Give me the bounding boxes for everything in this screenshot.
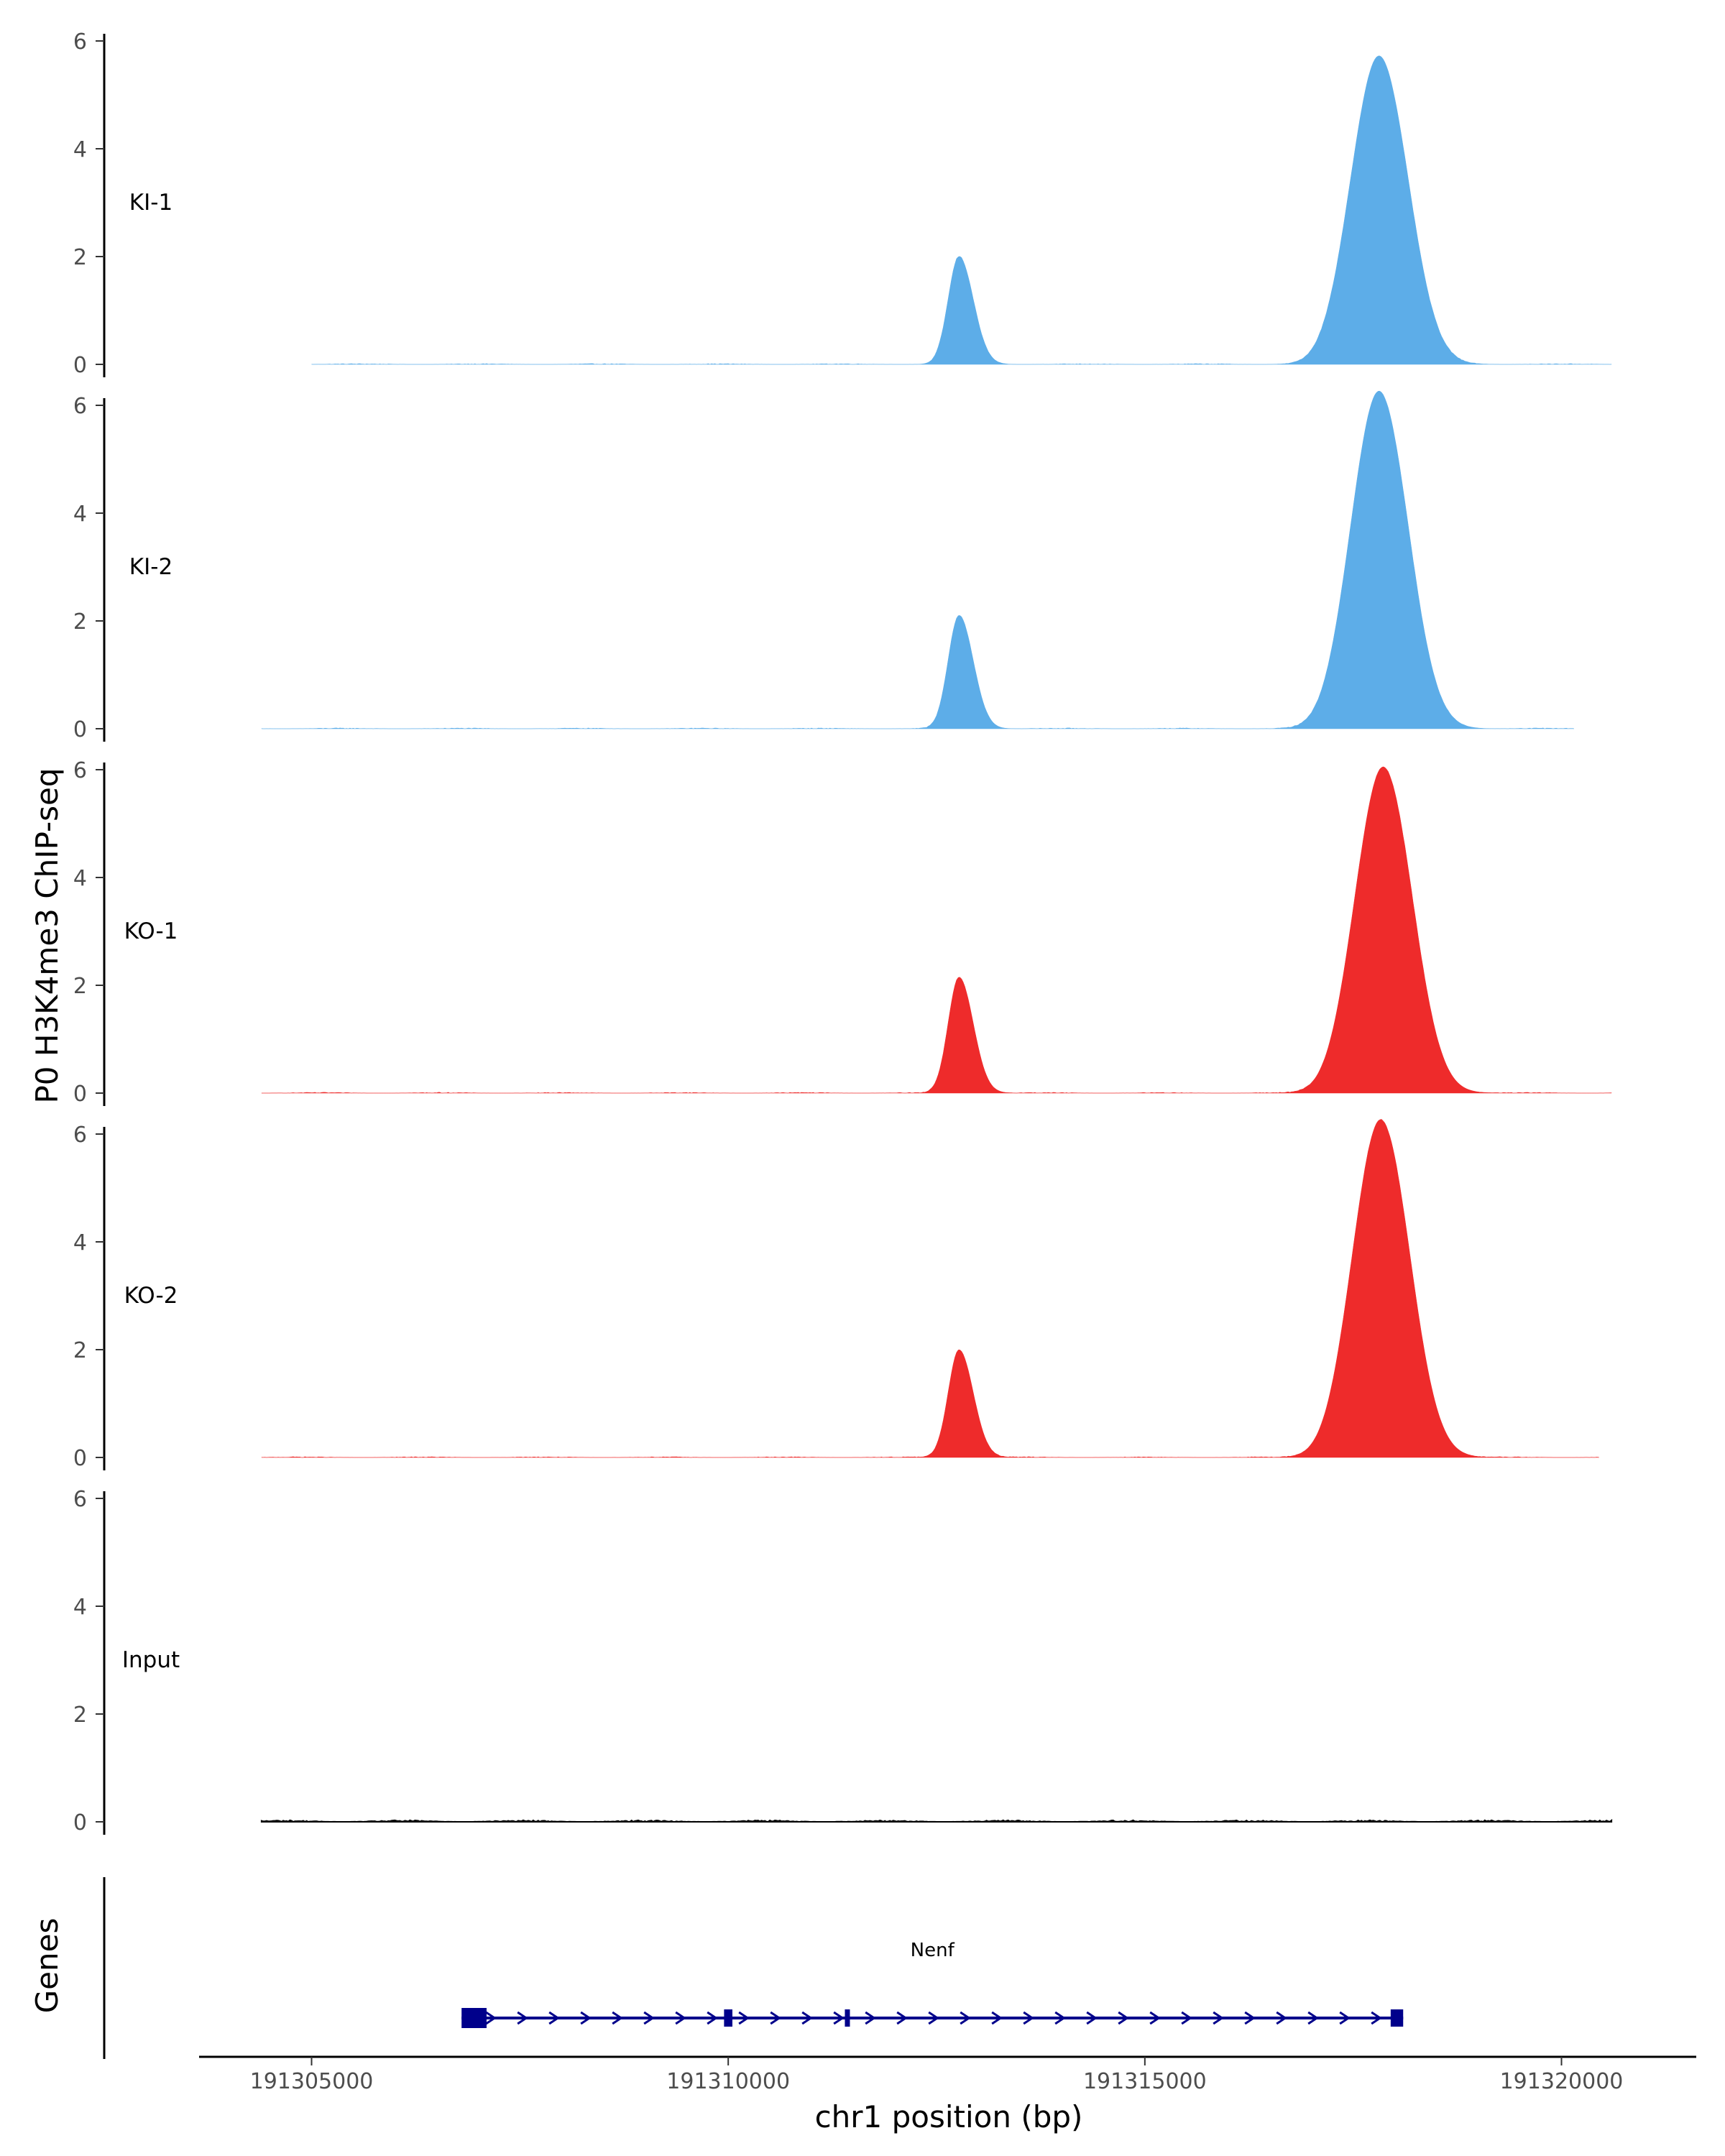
y-tick-label: 0 [73,1082,87,1107]
y-tick-label: 2 [73,1338,87,1363]
strand-arrow [738,2011,750,2025]
track-ko-1: 0 2 4 6 KO-1 [73,758,1612,1107]
strand-arrow [1307,2011,1319,2025]
y-tick-label: 2 [73,609,87,635]
track-label: KI-2 [129,554,172,580]
y-tick-label: 4 [73,1230,87,1256]
track-ki-2: 0 2 4 6 KI-2 [73,390,1574,742]
strand-arrow [865,2011,876,2025]
y-tick-label: 4 [73,137,87,162]
x-tick-label: 191320000 [1500,2069,1624,2094]
y-tick-label: 4 [73,866,87,891]
gene-name-label: Nenf [911,1940,955,1961]
strand-arrow [1086,2011,1098,2025]
genes-axis-title: Genes [29,1918,65,2014]
track-ki-1: 0 2 4 6 KI-1 [73,29,1612,378]
x-tick-label: 191315000 [1083,2069,1207,2094]
y-tick-label: 6 [73,1123,87,1148]
y-tick-label: 4 [73,502,87,527]
strand-arrow [1023,2011,1034,2025]
y-tick-label: 6 [73,758,87,783]
tracks: 0 2 4 6 KI-1 0 2 4 6 KI-2 0 2 4 6 KO-1 0 2 4 6 KO-2 0 2 4 6 Inpu… [73,29,1613,1835]
track-ko-2: 0 2 4 6 KO-2 [73,1119,1599,1471]
strand-arrow [675,2011,686,2025]
y-tick-label: 6 [73,1487,87,1512]
strand-arrow [485,2011,497,2025]
y-tick-label: 2 [73,245,87,270]
strand-arrow [1339,2011,1351,2025]
track-label: KO-1 [124,918,178,944]
signal-area-ki-1 [311,55,1612,365]
strand-arrow [1213,2011,1224,2025]
y-tick-label: 6 [73,394,87,419]
signal-area-input [260,1819,1613,1823]
strand-arrow [1371,2011,1382,2025]
strand-arrow [801,2011,813,2025]
y-tick-label: 0 [73,353,87,378]
signal-area-ko-1 [261,766,1612,1094]
exon [845,2009,850,2027]
strand-arrow [517,2011,528,2025]
y-tick-label: 0 [73,717,87,742]
gene-nenf: Nenf [461,1940,1404,2028]
signal-area-ki-2 [261,390,1574,729]
strand-arrow [643,2011,655,2025]
strand-arrow [1149,2011,1161,2025]
y-tick-label: 0 [73,1446,87,1471]
strand-arrow [991,2011,1003,2025]
track-input: 0 2 4 6 Input [73,1487,1613,1835]
track-label: KO-2 [124,1283,178,1309]
strand-arrow [1054,2011,1066,2025]
strand-arrow [707,2011,718,2025]
strand-arrow [928,2011,939,2025]
y-axis-title: P0 H3K4me3 ChIP-seq [29,768,65,1103]
y-tick-label: 0 [73,1810,87,1835]
x-axis-title: chr1 position (bp) [815,2099,1083,2134]
y-tick-label: 6 [73,29,87,55]
strand-arrow [770,2011,781,2025]
strand-arrow [960,2011,971,2025]
strand-arrow [1244,2011,1256,2025]
x-axis: 191305000 191310000 191315000 191320000 [199,2055,1696,2094]
strand-arrow [1276,2011,1287,2025]
y-tick-label: 2 [73,1703,87,1728]
strand-arrow [896,2011,908,2025]
track-label: Input [122,1647,180,1673]
x-tick-label: 191310000 [666,2069,790,2094]
signal-area-ko-2 [261,1119,1599,1458]
strand-arrow [580,2011,592,2025]
gene-annotation-track: Nenf [103,1877,1404,2059]
track-label: KI-1 [129,190,172,216]
strand-arrow [548,2011,560,2025]
strand-arrow [1181,2011,1192,2025]
y-tick-label: 2 [73,974,87,999]
exon [461,2008,487,2028]
y-tick-label: 4 [73,1595,87,1620]
strand-arrow [833,2011,845,2025]
strand-arrow [612,2011,623,2025]
exon [724,2009,732,2027]
strand-arrow [1118,2011,1129,2025]
x-tick-label: 191305000 [250,2069,374,2094]
exon [1390,2009,1404,2027]
